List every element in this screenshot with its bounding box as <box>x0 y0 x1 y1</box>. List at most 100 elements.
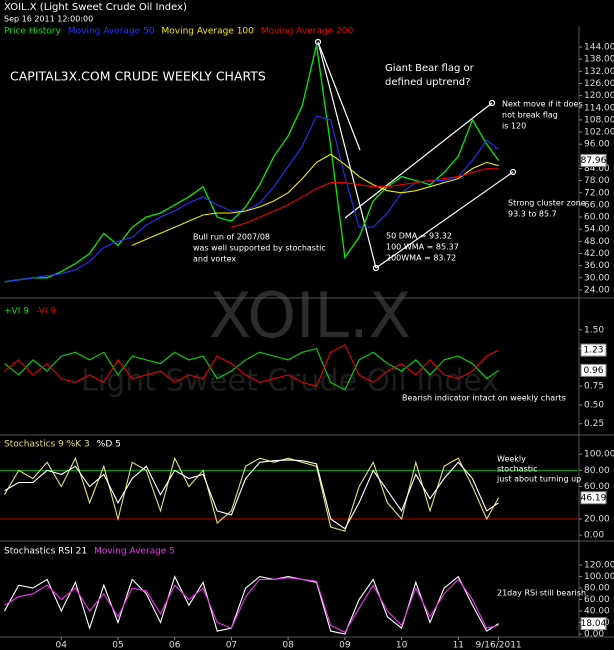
y-tick-label: 138.00 <box>584 55 614 65</box>
x-tick-label: 9/16/2011 <box>476 641 522 650</box>
y-tick-label: 84.00 <box>584 164 610 174</box>
legend-entry: Price History <box>4 27 62 37</box>
series-line <box>4 347 499 391</box>
y-tick-label: 60.00 <box>584 213 610 223</box>
y-tick-label: 120.00 <box>584 91 614 101</box>
trend-line <box>375 171 514 269</box>
annotation: 50 DMA = 93.32 <box>386 232 452 241</box>
y-tick-label: 0.75 <box>584 382 604 392</box>
x-tick-label: 11 <box>453 641 464 650</box>
y-tick-label: 20.00 <box>584 514 610 524</box>
last-value-label: 1.23 <box>583 346 603 356</box>
y-tick-label: 100.00 <box>584 450 614 460</box>
annotation: Next move if it does <box>502 100 583 109</box>
y-tick-label: 60.00 <box>584 482 610 492</box>
last-value-box <box>580 153 607 167</box>
annotation: 100 WMA = 85.37 <box>386 243 459 252</box>
annotation: Weekly <box>497 455 526 464</box>
trend-point <box>314 38 322 46</box>
trend-point <box>372 264 380 272</box>
series-line <box>4 459 499 530</box>
x-tick-label: 10 <box>396 641 408 650</box>
y-tick-label: 48.00 <box>584 237 610 247</box>
last-value-label: 46.19 <box>581 493 607 503</box>
series-line <box>4 456 500 532</box>
last-value-box <box>580 491 607 505</box>
y-tick-label: 108.00 <box>584 115 614 125</box>
y-tick-label: 126.00 <box>584 79 614 89</box>
trend-line <box>317 41 361 151</box>
y-tick-label: 80.00 <box>584 466 610 476</box>
trend-point <box>488 99 496 107</box>
watermark-name: Light Sweet Crude Oil Index <box>81 364 499 399</box>
trend-lines <box>314 38 517 272</box>
x-tick-label: 07 <box>226 641 237 650</box>
legend-entry: Stochastics 9 %K 3 <box>4 440 90 450</box>
series-line <box>4 344 499 387</box>
annotation: 21day RSi still bearish <box>497 589 586 598</box>
header-datetime: Sep 16 2011 12:00:00 <box>4 15 93 24</box>
y-tick-label: 40.00 <box>584 607 610 617</box>
x-tick-label: 09 <box>339 641 351 650</box>
annotation: defined uptrend? <box>385 77 470 88</box>
y-tick-label: 1.50 <box>584 325 604 335</box>
y-tick-label: 78.00 <box>584 176 610 186</box>
series-line <box>4 44 500 283</box>
y-tick-label: 42.00 <box>584 249 610 259</box>
y-tick-label: 144.00 <box>584 43 614 53</box>
annotation: Bearish indicator intact on weekly chart… <box>402 394 566 403</box>
legend-entry: +VI 9 <box>4 307 29 317</box>
last-value-box <box>580 617 607 631</box>
y-tick-label: 66.00 <box>584 200 610 210</box>
trend-point <box>509 168 517 176</box>
annotation: not break flag <box>502 111 558 120</box>
series-line <box>4 577 499 634</box>
header-title: XOIL.X (Light Sweet Crude Oil Index) <box>4 2 187 13</box>
y-tick-label: 80.00 <box>584 584 610 594</box>
annotation: was well supported by stochastic <box>193 244 326 253</box>
y-tick-label: 60.00 <box>584 595 610 605</box>
y-tick-label: 102.00 <box>584 128 614 138</box>
legend-entry: Moving Average 5 <box>94 547 175 557</box>
last-value-label: 87.96 <box>581 156 607 166</box>
legend-entry: %D 5 <box>97 440 121 450</box>
legend-entry: Moving Average 50 <box>68 27 155 37</box>
annotation: Strong cluster zone <box>508 199 586 208</box>
annotation: stochastic <box>497 465 538 474</box>
annotation: Bull run of 2007/08 <box>193 233 270 242</box>
annotation: just about turning up <box>496 475 581 484</box>
x-tick-label: 08 <box>282 641 294 650</box>
legend-entry: Moving Average 100 <box>162 27 255 37</box>
y-tick-label: 0.00 <box>584 531 604 541</box>
last-value-box <box>580 343 607 357</box>
legend-entry: -VI 9 <box>36 307 56 317</box>
y-tick-label: 114.00 <box>584 103 614 113</box>
y-tick-label: 0.00 <box>584 629 604 639</box>
trend-line <box>344 102 493 219</box>
series-line <box>231 167 499 228</box>
legend-entry: Moving Average 200 <box>261 27 354 37</box>
y-tick-label: 24.00 <box>584 285 610 295</box>
y-tick-label: 120.00 <box>584 561 614 571</box>
annotation: and vortex <box>193 255 236 264</box>
series-line <box>4 575 499 635</box>
x-tick-label: 06 <box>169 641 181 650</box>
last-value-label: 18.04 <box>581 619 607 629</box>
annotation: Giant Bear flag or <box>385 63 475 74</box>
y-tick-label: 132.00 <box>584 67 614 77</box>
annotation: 200WMA = 83.72 <box>386 254 456 263</box>
y-tick-label: 30.00 <box>584 273 610 283</box>
y-tick-label: 36.00 <box>584 261 610 271</box>
watermark-symbol: XOIL.X <box>209 279 411 352</box>
y-tick-label: 54.00 <box>584 225 610 235</box>
annotation: is 120 <box>502 122 526 131</box>
y-tick-label: 0.50 <box>584 400 604 410</box>
y-tick-label: 0.25 <box>584 419 604 429</box>
x-tick-label: 05 <box>112 641 123 650</box>
annotation: 93.3 to 85.7 <box>508 210 557 219</box>
chart-title: CAPITAL3X.COM CRUDE WEEKLY CHARTS <box>10 69 266 84</box>
y-tick-label: 96.00 <box>584 140 610 150</box>
trend-line <box>317 41 377 269</box>
x-tick-label: 04 <box>56 641 68 650</box>
last-value-box <box>580 363 607 377</box>
